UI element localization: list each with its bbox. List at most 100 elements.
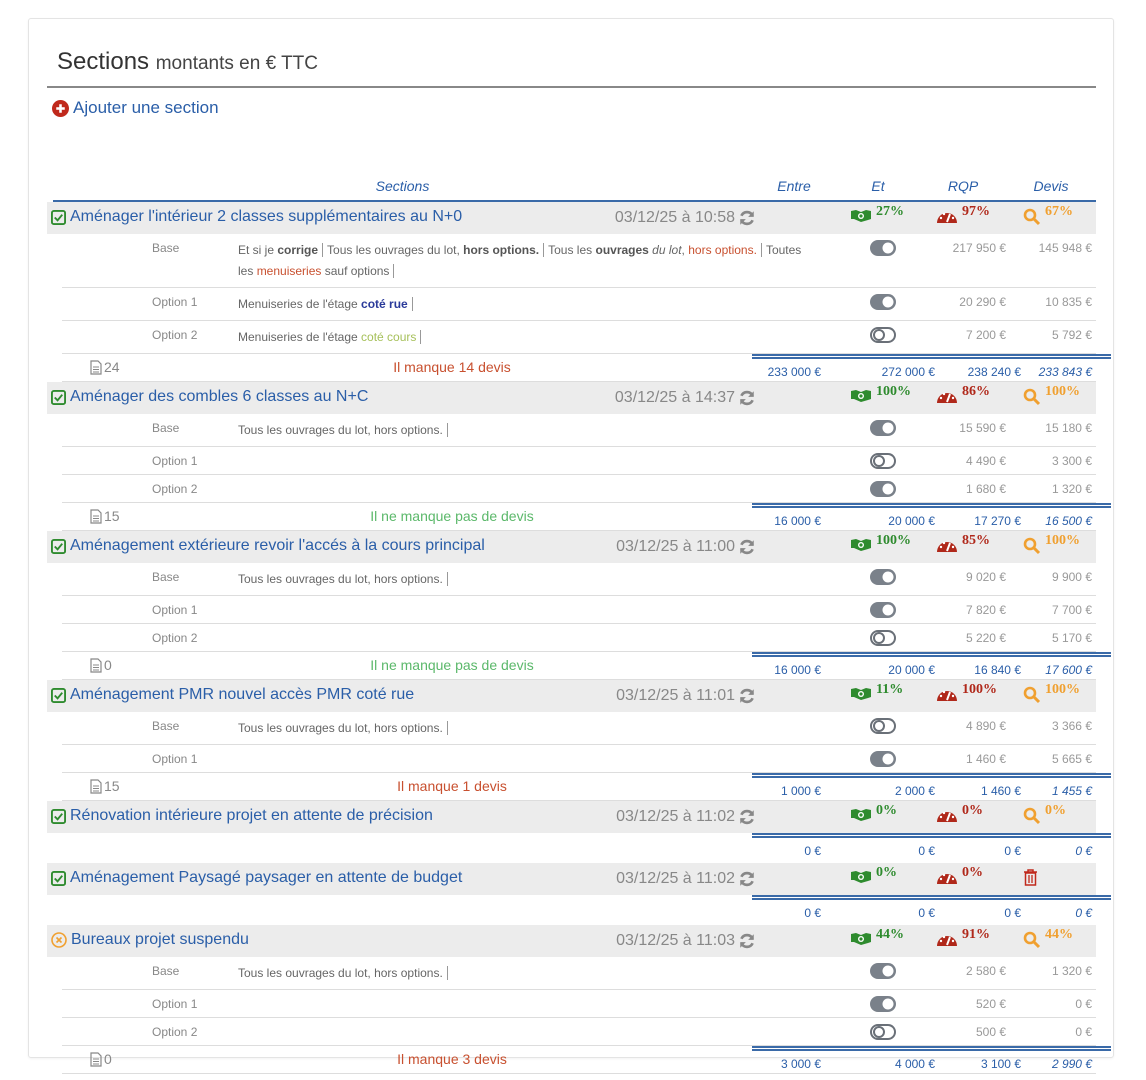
date-text: 03/12/25 à 11:02	[616, 870, 735, 887]
description-block[interactable]: Tous les ouvrages du lot, hors options.	[548, 243, 762, 257]
toggle-off-icon[interactable]	[870, 718, 896, 734]
toggle-off-icon[interactable]	[870, 630, 896, 646]
checkbox-checked-icon[interactable]	[51, 870, 66, 886]
search-icon[interactable]	[1023, 208, 1041, 226]
search-icon[interactable]	[1023, 931, 1041, 949]
search-icon[interactable]	[1023, 537, 1041, 555]
option-toggle[interactable]	[870, 1024, 896, 1043]
section-title-link[interactable]: Bureaux projet suspendu	[51, 931, 249, 949]
section-title-link[interactable]: Aménagement extérieure revoir l'accés à …	[51, 537, 485, 555]
option-description[interactable]: Et si je corrige Tous les ouvrages du lot…	[238, 234, 806, 287]
suspended-circle-icon[interactable]	[51, 932, 67, 948]
document-count[interactable]: 24	[90, 359, 120, 375]
toggle-on-icon[interactable]	[870, 420, 896, 436]
description-block[interactable]: Et si je corrige	[238, 243, 324, 257]
description-block[interactable]: Menuiseries de l'étage coté cours	[238, 330, 422, 344]
toggle-on-icon[interactable]	[870, 569, 896, 585]
option-toggle[interactable]	[870, 630, 896, 649]
tachometer-icon	[937, 935, 957, 946]
search-icon[interactable]	[1023, 807, 1041, 825]
total-rqp: 3 100 €	[980, 1057, 1021, 1071]
toggle-on-icon[interactable]	[870, 996, 896, 1012]
option-toggle[interactable]	[870, 240, 896, 259]
option-toggle[interactable]	[870, 751, 896, 770]
option-toggle[interactable]	[870, 569, 896, 588]
section-title-link[interactable]: Aménager des combles 6 classes au N+C	[51, 388, 368, 406]
option-description[interactable]: Tous les ouvrages du lot, hors options.	[238, 712, 806, 744]
tachometer-icon	[937, 212, 957, 223]
search-icon[interactable]	[1023, 686, 1041, 704]
checkbox-checked-icon[interactable]	[51, 808, 66, 824]
document-count[interactable]: 0	[90, 657, 112, 673]
document-count[interactable]: 15	[90, 778, 120, 794]
toggle-on-icon[interactable]	[870, 963, 896, 979]
document-count-value: 15	[104, 508, 120, 524]
section-row[interactable]: Rénovation intérieure projet en attente …	[47, 801, 1096, 833]
description-block[interactable]: Menuiseries de l'étage coté rue	[238, 297, 413, 311]
description-block[interactable]: Tous les ouvrages du lot, hors options.	[327, 243, 545, 257]
section-date: 03/12/25 à 14:37	[615, 389, 756, 407]
toggle-off-icon[interactable]	[870, 327, 896, 343]
option-description[interactable]: Tous les ouvrages du lot, hors options.	[238, 563, 806, 595]
description-block[interactable]: Tous les ouvrages du lot, hors options.	[238, 423, 448, 437]
add-section-button[interactable]: Ajouter une section	[52, 98, 219, 118]
section-row[interactable]: Aménagement Paysagé paysager en attente …	[47, 863, 1096, 895]
option-description[interactable]: Tous les ouvrages du lot, hors options.	[238, 414, 806, 446]
toggle-on-icon[interactable]	[870, 240, 896, 256]
checkbox-checked-icon[interactable]	[51, 209, 66, 225]
option-toggle[interactable]	[870, 718, 896, 737]
section-title-link[interactable]: Aménagement Paysagé paysager en attente …	[51, 869, 462, 887]
option-description[interactable]	[238, 447, 806, 458]
option-toggle[interactable]	[870, 602, 896, 621]
description-block[interactable]: Tous les ouvrages du lot, hors options.	[238, 721, 448, 735]
refresh-icon[interactable]	[738, 687, 756, 705]
option-description[interactable]	[238, 475, 806, 486]
toggle-on-icon[interactable]	[870, 294, 896, 310]
option-description[interactable]	[238, 1018, 806, 1029]
option-description[interactable]: Menuiseries de l'étage coté rue	[238, 288, 806, 320]
refresh-icon[interactable]	[738, 538, 756, 556]
section-row[interactable]: Aménager l'intérieur 2 classes supplémen…	[47, 202, 1096, 234]
option-description[interactable]: Menuiseries de l'étage coté cours	[238, 321, 806, 353]
refresh-icon[interactable]	[738, 932, 756, 950]
option-toggle[interactable]	[870, 996, 896, 1015]
refresh-icon[interactable]	[738, 389, 756, 407]
section-row[interactable]: Aménager des combles 6 classes au N+C 03…	[47, 382, 1096, 414]
toggle-on-icon[interactable]	[870, 751, 896, 767]
option-toggle[interactable]	[870, 481, 896, 500]
checkbox-checked-icon[interactable]	[51, 389, 66, 405]
checkbox-checked-icon[interactable]	[51, 538, 66, 554]
toggle-on-icon[interactable]	[870, 602, 896, 618]
toggle-on-icon[interactable]	[870, 481, 896, 497]
section-title-link[interactable]: Aménagement PMR nouvel accès PMR coté ru…	[51, 686, 414, 704]
description-block[interactable]: Tous les ouvrages du lot, hors options.	[238, 572, 448, 586]
trash-icon[interactable]	[1023, 869, 1038, 886]
toggle-off-icon[interactable]	[870, 453, 896, 469]
option-description[interactable]	[238, 745, 806, 756]
refresh-icon[interactable]	[738, 808, 756, 826]
option-toggle[interactable]	[870, 327, 896, 346]
document-count[interactable]: 0	[90, 1051, 112, 1067]
option-toggle[interactable]	[870, 963, 896, 982]
description-block[interactable]: Tous les ouvrages du lot, hors options.	[238, 966, 448, 980]
option-toggle[interactable]	[870, 294, 896, 313]
section-title-link[interactable]: Rénovation intérieure projet en attente …	[51, 807, 433, 825]
option-toggle[interactable]	[870, 453, 896, 472]
section-row[interactable]: Bureaux projet suspendu 03/12/25 à 11:03…	[47, 925, 1096, 957]
refresh-icon[interactable]	[738, 870, 756, 888]
option-description[interactable]	[238, 624, 806, 635]
document-count[interactable]: 15	[90, 508, 120, 524]
toggle-off-icon[interactable]	[870, 1024, 896, 1040]
search-icon[interactable]	[1023, 388, 1041, 406]
checkbox-checked-icon[interactable]	[51, 687, 66, 703]
section-title-link[interactable]: Aménager l'intérieur 2 classes supplémen…	[51, 208, 462, 226]
description-block[interactable]: Toutes les menuiseries sauf options	[238, 243, 802, 278]
option-description[interactable]: Tous les ouvrages du lot, hors options.	[238, 957, 806, 989]
section-row[interactable]: Aménagement extérieure revoir l'accés à …	[47, 531, 1096, 563]
refresh-icon[interactable]	[738, 209, 756, 227]
title-text: Sections	[57, 48, 150, 75]
option-description[interactable]	[238, 990, 806, 1001]
option-description[interactable]	[238, 596, 806, 607]
option-toggle[interactable]	[870, 420, 896, 439]
section-row[interactable]: Aménagement PMR nouvel accès PMR coté ru…	[47, 680, 1096, 712]
